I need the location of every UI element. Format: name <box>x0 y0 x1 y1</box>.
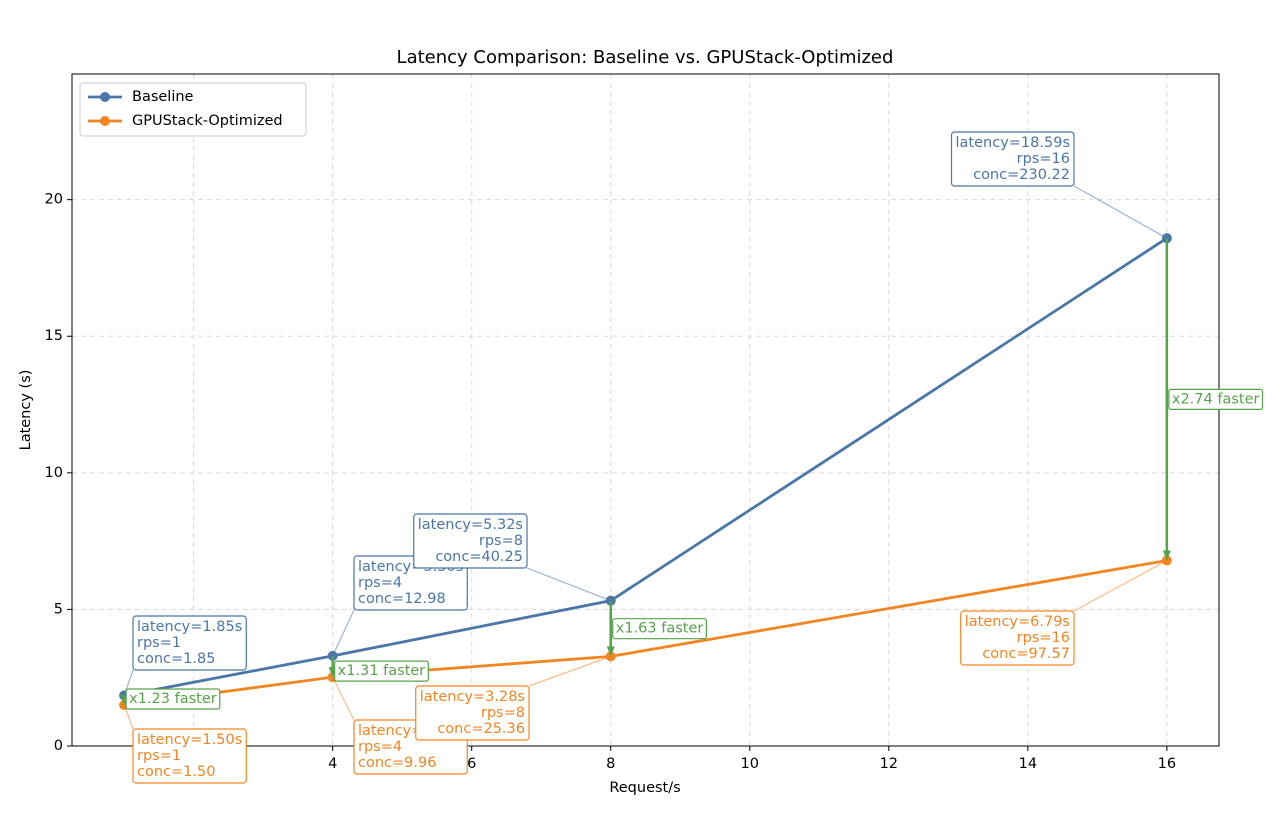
speedup-label: x1.63 faster <box>616 621 704 637</box>
annotation-text: latency=18.59s <box>956 135 1070 151</box>
annotation-connector <box>1073 559 1168 612</box>
annotation-connector <box>123 704 134 730</box>
annotation-box <box>132 615 247 671</box>
x-tick-label: 10 <box>741 756 759 772</box>
speedup-box <box>612 618 707 640</box>
x-tick-label: 6 <box>467 756 476 772</box>
legend-marker <box>100 92 110 102</box>
annotation-text: rps=4 <box>358 575 402 591</box>
annotation-text: rps=8 <box>479 533 523 549</box>
annotation-box <box>353 555 468 611</box>
annotation-connector <box>1073 185 1168 239</box>
x-tick-label: 14 <box>1019 756 1037 772</box>
annotation-text: rps=1 <box>137 635 181 651</box>
speedup-box <box>334 660 429 682</box>
annotation-connector <box>332 609 355 657</box>
y-tick-label: 15 <box>45 328 63 344</box>
speedup-annotation: x2.74 faster <box>1168 388 1264 410</box>
x-tick-label: 8 <box>606 756 615 772</box>
annotation-connector <box>332 676 355 721</box>
annotation-box <box>950 131 1075 187</box>
x-tick-label: 4 <box>328 756 337 772</box>
annotation-text: conc=230.22 <box>973 167 1070 183</box>
speedup-label: x1.23 faster <box>129 691 217 707</box>
annotation-box <box>132 728 247 784</box>
annotation-text: rps=16 <box>1017 630 1070 646</box>
plot-frame <box>71 73 1220 747</box>
legend: Baseline GPUStack-Optimized <box>79 82 307 137</box>
y-tick-label: 5 <box>54 601 63 617</box>
y-tick-label: 10 <box>45 465 63 481</box>
speedup-annotation: x1.63 faster <box>612 618 707 640</box>
speedup-annotation: x1.31 faster <box>334 660 429 682</box>
series-line <box>123 237 1168 697</box>
annotation-box <box>413 513 528 569</box>
chart-title: Latency Comparison: Baseline vs. GPUStac… <box>397 47 894 68</box>
y-tick-label: 20 <box>45 192 63 208</box>
annotation-connector <box>526 567 611 602</box>
annotation-text: latency=5.32s <box>418 517 523 533</box>
annotation-text: latency=1.50s <box>137 732 242 748</box>
annotation-box <box>960 610 1075 666</box>
annotation-text: rps=4 <box>358 739 402 755</box>
annotation-text: conc=40.25 <box>435 549 523 565</box>
arrow-head <box>1162 550 1171 561</box>
legend-label: Baseline <box>132 89 194 105</box>
x-axis-label: Request/s <box>609 780 680 796</box>
x-tick-label: 16 <box>1158 756 1176 772</box>
annotation-text: latency=6.79s <box>965 614 1070 630</box>
legend-marker <box>100 116 110 126</box>
annotation-text: conc=9.96 <box>358 755 436 771</box>
speedup-box <box>1168 388 1264 410</box>
annotation-text: conc=1.50 <box>137 764 215 780</box>
annotation-text: rps=16 <box>1017 151 1070 167</box>
annotation-text: conc=12.98 <box>358 591 446 607</box>
annotation-text: rps=8 <box>481 705 525 721</box>
speedup-label: x2.74 faster <box>1172 391 1260 407</box>
annotation-text: conc=25.36 <box>437 721 525 737</box>
annotation-text: conc=97.57 <box>982 646 1070 662</box>
y-axis-label: Latency (s) <box>18 370 34 451</box>
y-tick-label: 0 <box>54 738 63 754</box>
annotation-box <box>415 685 530 741</box>
x-tick-label: 12 <box>880 756 898 772</box>
speedup-annotation: x1.23 faster <box>125 688 221 710</box>
annotation-text: latency=1.85s <box>137 619 242 635</box>
annotation-text: latency=3.28s <box>420 689 525 705</box>
speedup-label: x1.31 faster <box>338 663 426 679</box>
series-line <box>123 559 1168 707</box>
annotation-connector <box>528 655 611 687</box>
speedup-box <box>125 688 221 710</box>
arrow-head <box>606 646 615 657</box>
legend-frame <box>79 82 307 137</box>
annotation-text: conc=1.85 <box>137 651 215 667</box>
annotation-text: rps=1 <box>137 748 181 764</box>
legend-label: GPUStack-Optimized <box>132 113 283 129</box>
